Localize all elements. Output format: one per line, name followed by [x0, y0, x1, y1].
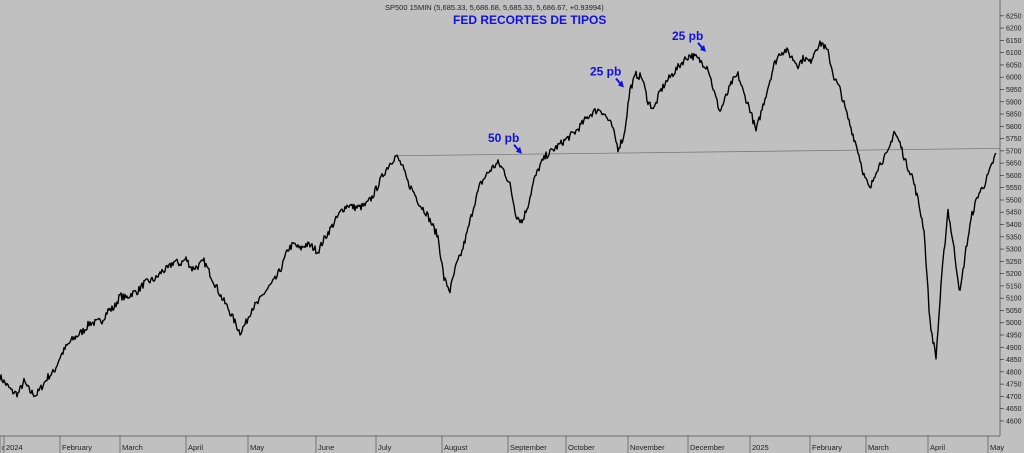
y-tick-label: 5750 — [1006, 136, 1022, 143]
x-tick-label: May — [990, 443, 1004, 452]
y-tick-label: 6050 — [1006, 62, 1022, 69]
y-tick-label: 5400 — [1006, 222, 1022, 229]
y-tick-label: 5550 — [1006, 185, 1022, 192]
y-tick-label: 5050 — [1006, 308, 1022, 315]
chart-title: FED RECORTES DE TIPOS — [453, 13, 606, 27]
x-tick-label: June — [318, 443, 334, 452]
x-tick-label: April — [188, 443, 203, 452]
annotation-arrowhead — [700, 44, 706, 52]
annotation-label: 50 pb — [488, 131, 519, 145]
series-info-header: SP500 15MIN (5,685.33, 5,686.68, 5,685.3… — [385, 3, 604, 12]
y-tick-label: 6100 — [1006, 50, 1022, 57]
y-tick-label: 5650 — [1006, 161, 1022, 168]
y-tick-label: 5500 — [1006, 197, 1022, 204]
x-tick-label: September — [510, 443, 547, 452]
x-tick-label: 2025 — [752, 443, 769, 452]
x-tick-label: February — [62, 443, 92, 452]
x-tick-label: March — [122, 443, 143, 452]
y-tick-label: 5300 — [1006, 247, 1022, 254]
price-series-group — [0, 40, 997, 398]
y-tick-label: 4900 — [1006, 345, 1022, 352]
y-tick-label: 5700 — [1006, 148, 1022, 155]
x-tick-label: April — [930, 443, 945, 452]
price-line — [0, 40, 997, 398]
x-tick-label: November — [630, 443, 665, 452]
x-tick-label: 2024 — [6, 443, 23, 452]
y-tick-label: 6250 — [1006, 13, 1022, 20]
y-tick-label: 4850 — [1006, 357, 1022, 364]
support-trendline — [395, 148, 1001, 157]
y-tick-label: 6150 — [1006, 38, 1022, 45]
x-tick-label: r — [2, 443, 5, 452]
y-tick-label: 5150 — [1006, 283, 1022, 290]
y-tick-label: 5000 — [1006, 320, 1022, 327]
x-tick-label: May — [250, 443, 264, 452]
x-tick-label: March — [868, 443, 889, 452]
annotation-arrowhead — [618, 80, 624, 88]
y-tick-label: 6000 — [1006, 75, 1022, 82]
x-tick-label: December — [690, 443, 725, 452]
x-tick-label: October — [568, 443, 595, 452]
annotation-label: 25 pb — [672, 29, 703, 43]
y-tick-label: 4700 — [1006, 394, 1022, 401]
y-tick-label: 4650 — [1006, 406, 1022, 413]
y-tick-label: 5350 — [1006, 234, 1022, 241]
y-tick-label: 6200 — [1006, 26, 1022, 33]
y-tick-label: 5900 — [1006, 99, 1022, 106]
annotations-group: 50 pb 25 pb 25 pb — [488, 29, 706, 154]
y-tick-label: 5450 — [1006, 210, 1022, 217]
y-tick-label: 5200 — [1006, 271, 1022, 278]
y-tick-label: 4950 — [1006, 333, 1022, 340]
y-tick-label: 5800 — [1006, 124, 1022, 131]
x-tick-label: February — [812, 443, 842, 452]
y-tick-label: 4800 — [1006, 369, 1022, 376]
annotation-label: 25 pb — [590, 64, 621, 78]
y-tick-label: 5250 — [1006, 259, 1022, 266]
x-tick-label: August — [444, 443, 468, 452]
y-tick-label: 5850 — [1006, 112, 1022, 119]
y-tick-label: 4750 — [1006, 382, 1022, 389]
trendline-group — [395, 148, 1001, 157]
y-tick-label: 5100 — [1006, 296, 1022, 303]
y-tick-label: 5600 — [1006, 173, 1022, 180]
annotation-arrowhead — [516, 146, 522, 154]
y-tick-label: 5950 — [1006, 87, 1022, 94]
y-axis-ticks: 4600 4650 4700 4750 4800 4850 4900 4950 5000 5050… — [1000, 13, 1022, 425]
x-axis-ticks: r 2024 February March April May June July August… — [0, 436, 1004, 453]
x-tick-label: July — [378, 443, 392, 452]
y-tick-label: 4600 — [1006, 418, 1022, 425]
